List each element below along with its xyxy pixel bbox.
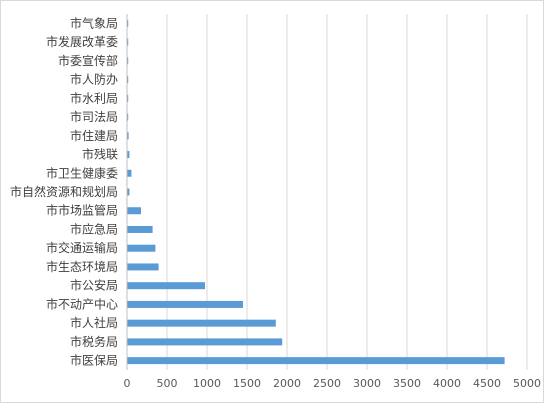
category-label: 市水利局: [70, 90, 118, 105]
bar: [127, 282, 205, 290]
x-tick-label: 4500: [473, 377, 501, 390]
x-tick-labels: 0 500 1000 1500 2000 2500 3000 3500 4000 4500 5000: [124, 377, 542, 390]
x-tick-label: 5000: [513, 377, 541, 390]
x-tick-label: 1500: [233, 377, 261, 390]
category-label: 市住建局: [70, 128, 118, 143]
bar: [127, 76, 129, 84]
x-tick-label: 0: [124, 377, 131, 390]
bar: [127, 357, 505, 365]
x-tick-label: 1000: [193, 377, 221, 390]
bar: [127, 207, 141, 215]
bar: [127, 113, 129, 121]
bar: [127, 38, 129, 46]
bar: [127, 57, 129, 65]
x-tick-label: 3500: [393, 377, 421, 390]
bar: [127, 300, 243, 308]
gridlines: [166, 14, 528, 370]
x-tick-label: 2000: [273, 377, 301, 390]
bar: [127, 151, 130, 159]
category-label: 市交通运输局: [46, 240, 118, 255]
category-label: 市残联: [82, 147, 118, 162]
category-label: 市发展改革委: [46, 34, 118, 49]
category-label: 市医保局: [70, 353, 118, 368]
category-label: 市公安局: [70, 278, 118, 293]
bars: [127, 19, 505, 365]
bar: [127, 132, 129, 140]
category-label: 市司法局: [70, 109, 118, 124]
category-label: 市人防办: [70, 72, 118, 87]
category-label: 市生态环境局: [46, 259, 118, 274]
bar: [127, 94, 129, 102]
category-label: 市自然资源和规划局: [10, 184, 118, 199]
bar: [127, 188, 130, 196]
x-tick-label: 3000: [353, 377, 381, 390]
category-label: 市人社局: [70, 315, 118, 330]
x-tick-label: 4000: [433, 377, 461, 390]
bar: [127, 319, 276, 327]
category-label: 市应急局: [70, 221, 118, 236]
bar: [127, 263, 159, 271]
category-label: 市委宣传部: [58, 53, 118, 68]
category-label: 市市场监管局: [46, 203, 118, 218]
bar: [127, 169, 132, 177]
x-tick-label: 2500: [313, 377, 341, 390]
bar: [127, 19, 129, 27]
category-label: 市税务局: [70, 334, 118, 349]
bar: [127, 244, 156, 252]
category-label: 市卫生健康委: [46, 165, 118, 180]
category-label: 市不动产中心: [46, 296, 118, 311]
category-label: 市气象局: [70, 15, 118, 30]
x-tick-label: 500: [157, 377, 178, 390]
bar: [127, 225, 153, 233]
bar: [127, 338, 283, 346]
